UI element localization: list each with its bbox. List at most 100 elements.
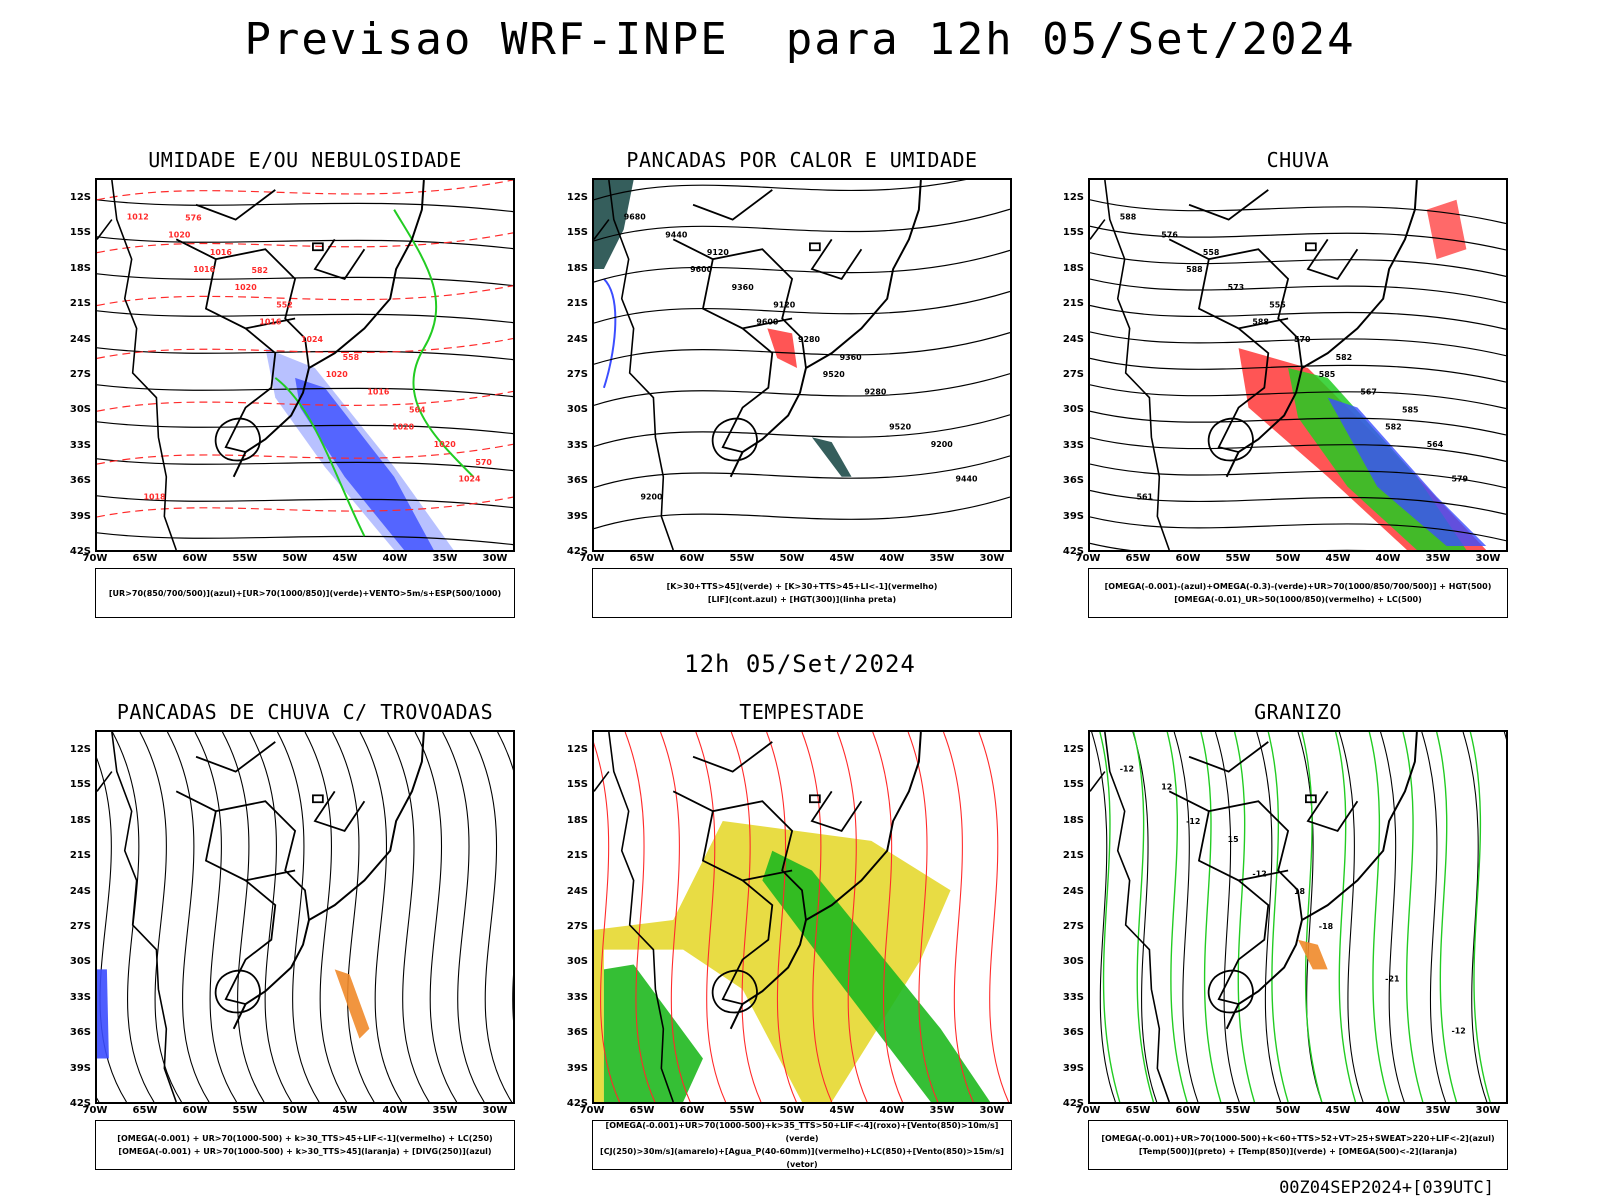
contour-label: -12 [1452, 1027, 1466, 1036]
lon-tick-label: 70W [1075, 1105, 1101, 1116]
lat-tick-label: 36S [1062, 1027, 1084, 1039]
coastline [1225, 180, 1418, 478]
lon-tick-label: 40W [1375, 1105, 1401, 1116]
contour-line [97, 199, 513, 213]
lon-tick-label: 35W [1425, 1105, 1451, 1116]
contour-label: 582 [1385, 422, 1402, 431]
state-borders [672, 741, 863, 1005]
map-canvas: 5885885885855825795765735705675645615585… [1090, 180, 1506, 550]
legend-line: [OMEGA(-0.001) + UR>70(1000-500) + k>30_… [118, 1147, 492, 1156]
legend-line: [K>30+TTS>45](verde) + [K>30+TTS>45+LI<-… [666, 582, 938, 591]
lat-tick-label: 30S [1062, 956, 1084, 968]
lon-tick-label: 35W [432, 553, 458, 564]
federal-district [312, 242, 324, 252]
lon-tick-label: 55W [1225, 1105, 1251, 1116]
panel-title: UMIDADE E/OU NEBULOSIDADE [148, 148, 462, 172]
lat-tick-label: 12S [69, 744, 91, 755]
lat-tick-label: 36S [566, 1027, 588, 1039]
streamline [659, 732, 691, 1102]
lat-tick-label: 24S [566, 885, 588, 897]
lat-tick-label: 36S [69, 475, 91, 487]
contour-line [97, 337, 513, 359]
lon-tick-label: 45W [829, 553, 855, 564]
contour-line [594, 290, 1010, 324]
temp850-contour [1099, 732, 1121, 1102]
lat-tick-label: 24S [69, 333, 91, 345]
map-canvas [97, 732, 513, 1102]
contour-label: 588 [1186, 265, 1203, 274]
temp850-contour [1334, 732, 1357, 1102]
panel-title: GRANIZO [1254, 700, 1342, 724]
orange-area [334, 969, 370, 1039]
lon-tick-label: 60W [679, 1105, 705, 1116]
contour-label: 1018 [144, 493, 167, 502]
lon-tick-label: 50W [1275, 553, 1301, 564]
contour-line [594, 373, 1010, 406]
coastline [1225, 732, 1418, 1030]
lat-tick-label: 24S [1062, 333, 1084, 345]
federal-district [312, 794, 324, 804]
lon-tick-label: 35W [432, 1105, 458, 1116]
jet-area [594, 821, 951, 1102]
western-border [594, 732, 674, 1102]
federal-district [1305, 242, 1317, 252]
map-panel: 588 588 588 585 582 579 576 573 570 567 564 561 558 5… [1088, 178, 1508, 552]
legend-box: [OMEGA(-0.001)+UR>70(1000-500)+k>35_TTS>… [592, 1120, 1012, 1170]
lon-tick-label: 65W [629, 1105, 655, 1116]
lat-tick-label: 12S [566, 744, 588, 755]
streamline [695, 732, 727, 1102]
legend-box: [OMEGA(-0.001)-(azul)+OMEGA(-0.3)-(verde… [1088, 568, 1508, 618]
contour-line [594, 455, 1010, 489]
streamline [332, 732, 375, 1102]
streamline [766, 732, 797, 1102]
lat-tick-label: 21S [566, 298, 588, 310]
lat-tick-label: 18S [69, 262, 91, 274]
contour-label: 1020 [235, 283, 258, 292]
contour-label: 9120 [773, 301, 796, 310]
contour-label: 9600 [690, 265, 713, 274]
streamline [497, 732, 513, 1021]
contour-label: 573 [1228, 283, 1245, 292]
lat-tick-label: 42S [1062, 1098, 1084, 1109]
streamline [1132, 732, 1158, 1102]
lat-tick-label: 30S [566, 404, 588, 416]
contour-label: 18 [1294, 887, 1306, 896]
temp850-contour [1402, 732, 1424, 1102]
contour-label: 9280 [864, 388, 887, 397]
temp850-contour [1166, 732, 1188, 1102]
streamline [194, 732, 238, 1102]
map-canvas: 1012 1016 1016 1020 1020 1024 1020 1020 1024 1016… [97, 180, 513, 550]
contour-label: 9360 [840, 353, 863, 362]
contour-line [1090, 252, 1506, 277]
contour-line [97, 532, 513, 546]
lon-tick-label: 50W [779, 1105, 805, 1116]
temp850-contour [1132, 732, 1155, 1102]
lat-tick-label: 33S [69, 439, 91, 451]
contour-line [97, 496, 513, 518]
contour-line [1090, 304, 1506, 330]
temp850-contour [1233, 732, 1256, 1102]
federal-district [1305, 794, 1317, 804]
uruguay-outline [214, 969, 261, 1014]
lon-tick-label: 55W [729, 1105, 755, 1116]
rain-red-north [1426, 199, 1467, 260]
map-panel: 9680 9600 9600 9520 9520 9440 9440 9360 9280 9280… [592, 178, 1012, 552]
contour-label: 558 [343, 353, 360, 362]
contour-line [594, 414, 1010, 448]
lat-tick-label: 42S [69, 546, 91, 557]
lat-tick-label: 21S [69, 850, 91, 862]
contour-line [97, 458, 513, 472]
contour-line [97, 285, 513, 307]
contour-label: 582 [252, 266, 269, 275]
lat-tick-label: 24S [1062, 885, 1084, 897]
contour-line [97, 310, 513, 324]
legend-line: [OMEGA(-0.001) + UR>70(1000-500) + k>30_… [117, 1134, 493, 1143]
lat-tick-label: 39S [566, 510, 588, 522]
lat-tick-label: 36S [566, 475, 588, 487]
lat-tick-label: 27S [69, 369, 91, 380]
lon-tick-label: 65W [1125, 1105, 1151, 1116]
western-border [97, 180, 177, 550]
federal-district [809, 242, 821, 252]
lat-tick-label: 30S [566, 956, 588, 968]
contour-label: 9520 [889, 422, 912, 431]
